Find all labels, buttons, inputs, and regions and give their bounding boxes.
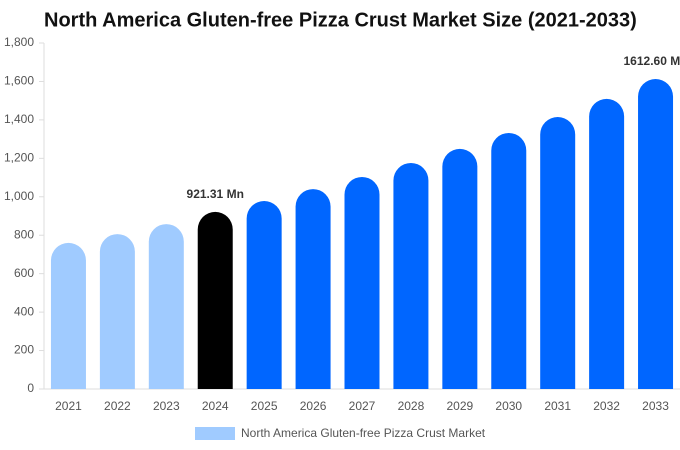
bar [442, 148, 478, 389]
y-tick-label: 1,400 [4, 112, 34, 126]
y-tick-label: 1,600 [4, 74, 34, 88]
bar [393, 162, 429, 389]
bar [638, 79, 674, 389]
y-tick-label: 400 [14, 304, 34, 318]
bar [246, 201, 282, 389]
y-tick-label: 600 [14, 266, 34, 280]
bar [491, 132, 527, 389]
y-tick-label: 1,800 [4, 35, 34, 49]
x-tick-label: 2028 [398, 399, 425, 413]
x-tick-label: 2027 [349, 399, 376, 413]
x-tick-label: 2031 [544, 399, 571, 413]
chart-title: North America Gluten-free Pizza Crust Ma… [44, 9, 637, 31]
bar [540, 117, 576, 389]
y-tick-label: 1,000 [4, 189, 34, 203]
x-tick-label: 2023 [153, 399, 180, 413]
x-tick-label: 2032 [593, 399, 620, 413]
x-tick-label: 2025 [251, 399, 278, 413]
x-tick-label: 2030 [495, 399, 522, 413]
bar [148, 224, 184, 389]
x-tick-label: 2029 [446, 399, 473, 413]
x-tick-label: 2022 [104, 399, 131, 413]
x-tick-label: 2021 [55, 399, 82, 413]
x-tick-label: 2033 [642, 399, 669, 413]
bar [99, 234, 135, 389]
bar [50, 242, 86, 389]
value-label: 921.31 Mn [187, 187, 244, 201]
legend-label: North America Gluten-free Pizza Crust Ma… [241, 426, 486, 440]
bar [589, 98, 625, 389]
value-label: 1612.60 Mn [624, 54, 680, 68]
y-tick-label: 800 [14, 227, 34, 241]
legend-swatch [195, 427, 235, 440]
y-tick-label: 200 [14, 343, 34, 357]
x-tick-label: 2024 [202, 399, 229, 413]
y-tick-label: 0 [27, 381, 34, 395]
bar [197, 211, 233, 389]
x-tick-label: 2026 [300, 399, 327, 413]
y-tick-label: 1,200 [4, 151, 34, 165]
bar [295, 189, 331, 389]
bar [344, 176, 380, 389]
